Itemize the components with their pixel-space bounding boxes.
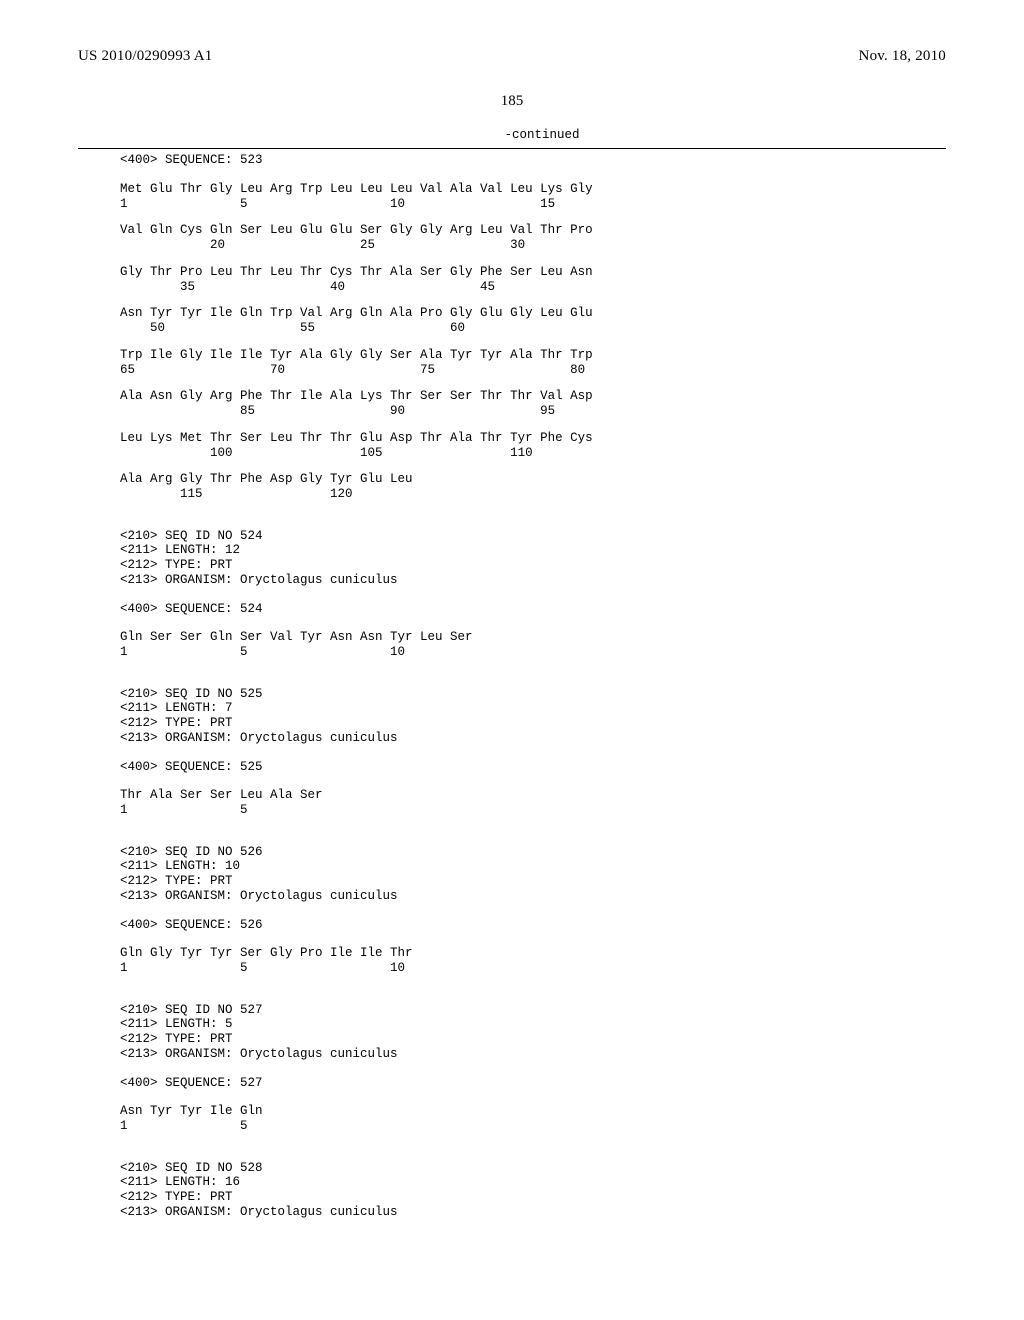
num-line: 20 25 30	[120, 238, 946, 253]
meta-line: <212> TYPE: PRT	[120, 1190, 946, 1205]
publication-date: Nov. 18, 2010	[859, 48, 946, 65]
seq-523-row: Ala Asn Gly Arg Phe Thr Ile Ala Lys Thr …	[120, 389, 946, 419]
aa-line: Leu Lys Met Thr Ser Leu Thr Thr Glu Asp …	[120, 431, 946, 446]
seq-526-header: <400> SEQUENCE: 526	[120, 918, 946, 933]
num-line: 85 90 95	[120, 404, 946, 419]
aa-line: Met Glu Thr Gly Leu Arg Trp Leu Leu Leu …	[120, 182, 946, 197]
sequence-listing-body: <400> SEQUENCE: 523 Met Glu Thr Gly Leu A…	[120, 153, 946, 1220]
num-line: 115 120	[120, 487, 946, 502]
aa-line: Ala Arg Gly Thr Phe Asp Gly Tyr Glu Leu	[120, 472, 946, 487]
seq-526-meta: <210> SEQ ID NO 526<211> LENGTH: 10<212>…	[120, 845, 946, 904]
meta-line: <213> ORGANISM: Oryctolagus cuniculus	[120, 573, 946, 588]
seq-525-header: <400> SEQUENCE: 525	[120, 760, 946, 775]
publication-number: US 2010/0290993 A1	[78, 48, 212, 65]
meta-line: <210> SEQ ID NO 526	[120, 845, 946, 860]
seq-523-row: Val Gln Cys Gln Ser Leu Glu Glu Ser Gly …	[120, 223, 946, 253]
seq-526-row: Gln Gly Tyr Tyr Ser Gly Pro Ile Ile Thr1…	[120, 946, 946, 976]
meta-line: <210> SEQ ID NO 525	[120, 687, 946, 702]
meta-line: <211> LENGTH: 12	[120, 543, 946, 558]
meta-line: <210> SEQ ID NO 527	[120, 1003, 946, 1018]
meta-line: <212> TYPE: PRT	[120, 874, 946, 889]
seq-523-row: Met Glu Thr Gly Leu Arg Trp Leu Leu Leu …	[120, 182, 946, 212]
num-line: 35 40 45	[120, 280, 946, 295]
meta-line: <211> LENGTH: 16	[120, 1175, 946, 1190]
meta-line: <210> SEQ ID NO 524	[120, 529, 946, 544]
page-root: US 2010/0290993 A1 Nov. 18, 2010 185 -co…	[0, 0, 1024, 1320]
seq-525-row: Thr Ala Ser Ser Leu Ala Ser1 5	[120, 788, 946, 818]
continued-row: -continued	[78, 128, 946, 146]
num-line: 1 5	[120, 803, 946, 818]
aa-line: Ala Asn Gly Arg Phe Thr Ile Ala Lys Thr …	[120, 389, 946, 404]
meta-line: <211> LENGTH: 10	[120, 859, 946, 874]
aa-line: Gln Gly Tyr Tyr Ser Gly Pro Ile Ile Thr	[120, 946, 946, 961]
seq-524-header: <400> SEQUENCE: 524	[120, 602, 946, 617]
meta-line: <210> SEQ ID NO 528	[120, 1161, 946, 1176]
num-line: 1 5 10	[120, 961, 946, 976]
aa-line: Val Gln Cys Gln Ser Leu Glu Glu Ser Gly …	[120, 223, 946, 238]
seq-523-row: Asn Tyr Tyr Ile Gln Trp Val Arg Gln Ala …	[120, 306, 946, 336]
seq-523-row: Ala Arg Gly Thr Phe Asp Gly Tyr Glu Leu …	[120, 472, 946, 502]
meta-line: <211> LENGTH: 5	[120, 1017, 946, 1032]
meta-line: <213> ORGANISM: Oryctolagus cuniculus	[120, 1205, 946, 1220]
page-header: US 2010/0290993 A1 Nov. 18, 2010	[78, 48, 946, 65]
num-line: 1 5	[120, 1119, 946, 1134]
meta-line: <212> TYPE: PRT	[120, 558, 946, 573]
meta-line: <212> TYPE: PRT	[120, 716, 946, 731]
seq-524-row: Gln Ser Ser Gln Ser Val Tyr Asn Asn Tyr …	[120, 630, 946, 660]
seq-523-row: Leu Lys Met Thr Ser Leu Thr Thr Glu Asp …	[120, 431, 946, 461]
num-line: 1 5 10 15	[120, 197, 946, 212]
meta-line: <213> ORGANISM: Oryctolagus cuniculus	[120, 731, 946, 746]
aa-line: Gln Ser Ser Gln Ser Val Tyr Asn Asn Tyr …	[120, 630, 946, 645]
seq-523-row: Gly Thr Pro Leu Thr Leu Thr Cys Thr Ala …	[120, 265, 946, 295]
continued-label: -continued	[504, 128, 579, 142]
num-line: 1 5 10	[120, 645, 946, 660]
aa-line: Asn Tyr Tyr Ile Gln	[120, 1104, 946, 1119]
meta-line: <212> TYPE: PRT	[120, 1032, 946, 1047]
meta-line: <213> ORGANISM: Oryctolagus cuniculus	[120, 889, 946, 904]
seq-527-row: Asn Tyr Tyr Ile Gln1 5	[120, 1104, 946, 1134]
meta-line: <211> LENGTH: 7	[120, 701, 946, 716]
meta-line: <213> ORGANISM: Oryctolagus cuniculus	[120, 1047, 946, 1062]
aa-line: Gly Thr Pro Leu Thr Leu Thr Cys Thr Ala …	[120, 265, 946, 280]
aa-line: Thr Ala Ser Ser Leu Ala Ser	[120, 788, 946, 803]
num-line: 100 105 110	[120, 446, 946, 461]
page-number: 185	[78, 93, 946, 110]
seq-527-header: <400> SEQUENCE: 527	[120, 1076, 946, 1091]
seq-527-meta: <210> SEQ ID NO 527<211> LENGTH: 5<212> …	[120, 1003, 946, 1062]
seq-524-meta: <210> SEQ ID NO 524<211> LENGTH: 12<212>…	[120, 529, 946, 588]
num-line: 50 55 60	[120, 321, 946, 336]
aa-line: Asn Tyr Tyr Ile Gln Trp Val Arg Gln Ala …	[120, 306, 946, 321]
num-line: 65 70 75 80	[120, 363, 946, 378]
seq-523-row: Trp Ile Gly Ile Ile Tyr Ala Gly Gly Ser …	[120, 348, 946, 378]
aa-line: Trp Ile Gly Ile Ile Tyr Ala Gly Gly Ser …	[120, 348, 946, 363]
seq-525-meta: <210> SEQ ID NO 525<211> LENGTH: 7<212> …	[120, 687, 946, 746]
seq-528-meta: <210> SEQ ID NO 528<211> LENGTH: 16<212>…	[120, 1161, 946, 1220]
top-rule	[78, 148, 946, 149]
seq-523-header: <400> SEQUENCE: 523	[120, 153, 946, 168]
